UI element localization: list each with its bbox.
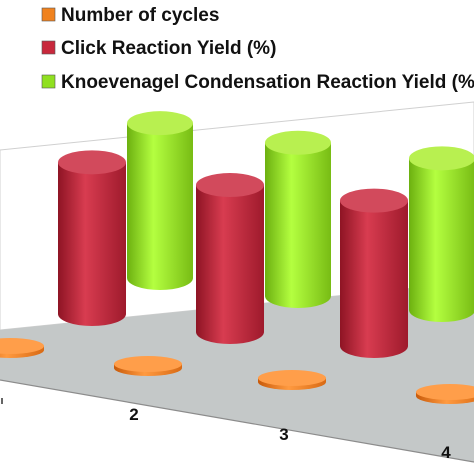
bar-1-1 [0, 338, 44, 358]
x-axis-ticks: 2 3 4 [129, 405, 451, 462]
bar-2-3 [340, 188, 408, 358]
bar-1-3 [258, 370, 326, 390]
chart-floor-front-line [0, 379, 474, 463]
bar-3-2 [265, 130, 331, 308]
legend-swatch-2 [41, 40, 56, 55]
legend-swatch-3 [41, 74, 56, 89]
legend: Number of cycles Click Reaction Yield (%)… [41, 5, 474, 93]
bar-1-2 [114, 356, 182, 376]
bar-2-1 [58, 150, 126, 326]
chart-floor-edge [0, 380, 474, 474]
chart-marks [0, 111, 474, 404]
bar-3-3 [409, 146, 474, 322]
x-tick-label-4: 4 [441, 443, 451, 462]
legend-label-2: Click Reaction Yield (%) [61, 38, 276, 59]
bar-2-2 [196, 173, 264, 344]
legend-swatch-1 [41, 7, 56, 22]
legend-label-1: Number of cycles [61, 5, 219, 26]
bar-1-4 [416, 384, 474, 404]
legend-label-3: Knoevenagel Condensation Reaction Yield … [61, 72, 474, 93]
bar-3-1 [127, 111, 193, 290]
x-tick-label-2: 2 [129, 405, 138, 424]
x-tick-label-3: 3 [279, 425, 288, 444]
